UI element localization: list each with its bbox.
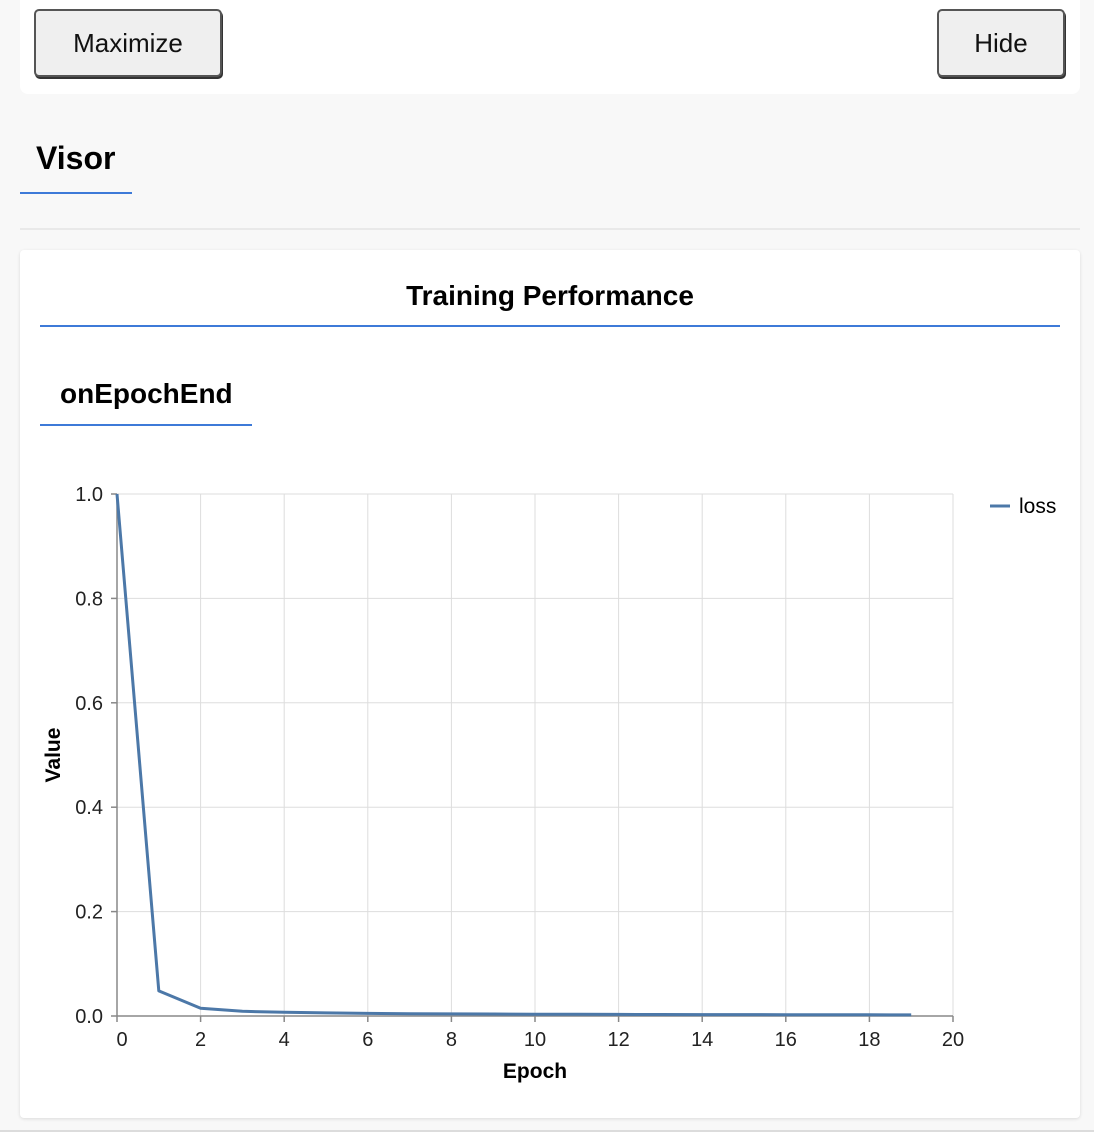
series-line-loss [115,493,912,1017]
y-tick-label: 0.2 [75,902,103,924]
x-tick-label: 10 [524,1029,546,1051]
top-toolbar: Maximize Hide [20,0,1080,94]
tab-divider [20,228,1080,230]
y-tick-label: 1.0 [75,484,103,506]
tab-active-indicator [40,424,252,426]
y-tick-label: 0.8 [75,588,103,610]
x-tick-label: 16 [775,1029,797,1051]
x-tick-label: 4 [279,1029,290,1051]
line-chart: 0 2 4 6 8 10 12 14 16 18 20 0.0 0.2 0.4 0.6 0.8 1.0 Epoch… [42,484,1056,1083]
legend-label: loss [1019,495,1056,518]
x-axis-title: Epoch [503,1060,567,1083]
tab-visor[interactable]: Visor [20,128,132,194]
tab-visor-label: Visor [36,140,116,176]
card-title: Training Performance [406,280,694,311]
page-bottom-border [0,1130,1094,1132]
x-tick-label: 8 [446,1029,457,1051]
x-tick-label: 12 [607,1029,629,1051]
y-tick-label: 0.0 [75,1006,103,1028]
x-tick-label: 18 [858,1029,880,1051]
x-tick-label: 20 [942,1029,964,1051]
y-tick-label: 0.6 [75,693,103,715]
tab-active-indicator [20,192,132,194]
x-tick-label: 0 [116,1029,127,1051]
y-tick-label: 0.4 [75,797,103,819]
hide-button[interactable]: Hide [937,9,1065,77]
surface-card: Training Performance onEpochEnd 0 2 4 6 8 10 1… [20,250,1080,1118]
tab-onepochend-label: onEpochEnd [60,378,233,409]
x-tick-label: 6 [362,1029,373,1051]
maximize-button[interactable]: Maximize [34,9,222,77]
card-title-divider [40,325,1060,327]
x-tick-label: 2 [195,1029,206,1051]
y-axis-title: Value [42,728,65,783]
tab-onepochend[interactable]: onEpochEnd [40,378,252,426]
x-tick-label: 14 [691,1029,713,1051]
